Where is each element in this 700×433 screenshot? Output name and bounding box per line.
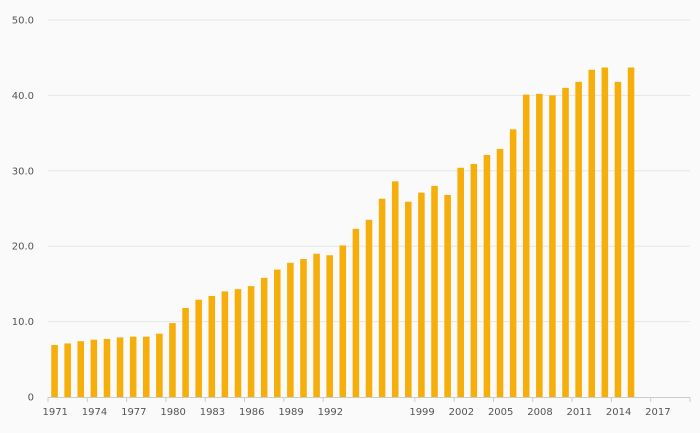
x-tick-label: 1999: [409, 407, 434, 418]
bar: [64, 343, 71, 397]
x-tick-label: 1992: [318, 407, 343, 418]
bar: [313, 253, 320, 397]
bar: [182, 308, 189, 397]
bar: [103, 338, 111, 397]
bar: [247, 286, 255, 397]
bar: [260, 277, 268, 397]
bar: [169, 323, 176, 397]
x-tick-label: 1980: [160, 407, 185, 418]
x-tick-label: 1986: [239, 407, 264, 418]
bar: [77, 341, 85, 397]
bar: [496, 148, 504, 397]
bar: [418, 192, 425, 397]
y-tick-label: 30.0: [12, 166, 34, 177]
bar: [129, 336, 137, 397]
bar: [156, 333, 163, 397]
bar: [378, 198, 386, 397]
y-tick-label: 40.0: [12, 91, 34, 102]
bar: [51, 344, 58, 397]
y-tick-label: 0: [28, 393, 34, 404]
bar: [431, 185, 438, 397]
bar: [405, 201, 412, 397]
bar: [562, 87, 569, 398]
bar: [208, 295, 216, 397]
bar: [483, 154, 491, 397]
bars: [51, 67, 635, 398]
bar: [627, 67, 635, 397]
grid-lines: [48, 19, 690, 323]
x-tick-label: 1977: [121, 407, 146, 418]
bar: [326, 255, 333, 397]
x-tick-label: 1983: [200, 407, 225, 418]
bar: [536, 93, 543, 397]
x-tick-label: 1971: [42, 407, 67, 418]
bar: [352, 228, 360, 397]
x-tick-label: 1974: [82, 407, 107, 418]
y-tick-label: 50.0: [12, 16, 34, 27]
x-tick-label: 1989: [278, 407, 303, 418]
y-axis-labels: 0 10.0 20.0 30.0 40.0 50.0: [12, 16, 34, 404]
bar: [90, 339, 98, 397]
bar: [142, 336, 150, 397]
bar: [116, 337, 124, 397]
bar: [365, 219, 373, 397]
x-tick-label: 2017: [645, 407, 670, 418]
bar: [522, 94, 530, 397]
bar: [195, 299, 202, 397]
bar: [234, 289, 242, 397]
bar: [549, 95, 556, 398]
bar: [287, 262, 294, 397]
bar: [300, 259, 307, 397]
x-tick-label: 2014: [606, 407, 631, 418]
bar: [509, 129, 517, 397]
bar: [601, 67, 609, 397]
bar: [391, 181, 399, 397]
bar: [444, 194, 451, 397]
y-tick-label: 20.0: [12, 242, 34, 253]
x-tick-label: 2005: [488, 407, 513, 418]
x-tick-label: 2008: [527, 407, 552, 418]
bar: [339, 245, 347, 397]
bar: [575, 81, 582, 397]
bar: [221, 291, 229, 397]
x-tick-label: 2011: [567, 407, 592, 418]
bar: [470, 164, 478, 397]
x-axis-labels: 1971 1974 1977 1980 1983 1986 1989 1992 1999 2002…: [42, 407, 670, 418]
y-tick-label: 10.0: [12, 317, 34, 328]
bar: [588, 69, 596, 397]
bar: [614, 81, 622, 397]
bar: [457, 167, 464, 397]
x-tick-label: 2002: [449, 407, 474, 418]
bar: [274, 269, 281, 397]
x-axis: [47, 397, 691, 402]
